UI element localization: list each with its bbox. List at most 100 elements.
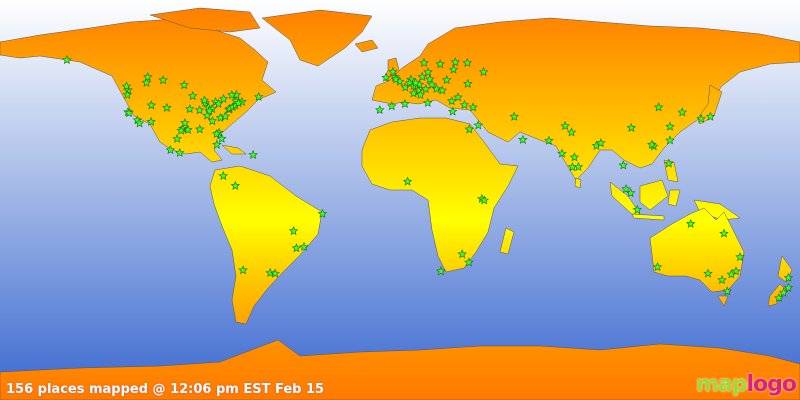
star-icon[interactable] bbox=[207, 116, 218, 126]
star-icon[interactable] bbox=[478, 67, 489, 77]
star-icon[interactable] bbox=[122, 89, 133, 99]
star-icon[interactable] bbox=[375, 105, 385, 115]
star-icon[interactable] bbox=[518, 134, 528, 144]
star-icon[interactable] bbox=[388, 66, 398, 76]
star-icon[interactable] bbox=[783, 272, 794, 282]
star-icon[interactable] bbox=[146, 100, 157, 110]
star-icon[interactable] bbox=[124, 108, 134, 118]
star-icon[interactable] bbox=[183, 124, 193, 134]
star-icon[interactable] bbox=[202, 110, 212, 120]
star-icon[interactable] bbox=[253, 91, 264, 101]
star-icon[interactable] bbox=[705, 111, 716, 121]
star-icon[interactable] bbox=[735, 252, 745, 262]
star-icon[interactable] bbox=[410, 77, 421, 87]
star-icon[interactable] bbox=[596, 138, 606, 148]
star-icon[interactable] bbox=[783, 282, 794, 292]
star-icon[interactable] bbox=[778, 287, 789, 297]
star-icon[interactable] bbox=[141, 77, 152, 87]
star-icon[interactable] bbox=[566, 127, 577, 137]
star-icon[interactable] bbox=[162, 102, 172, 112]
star-icon[interactable] bbox=[447, 106, 458, 116]
star-icon[interactable] bbox=[453, 92, 463, 102]
star-icon[interactable] bbox=[652, 262, 663, 272]
star-icon[interactable] bbox=[425, 74, 435, 84]
star-icon[interactable] bbox=[421, 84, 431, 94]
star-icon[interactable] bbox=[146, 116, 156, 126]
star-icon[interactable] bbox=[185, 104, 195, 114]
star-icon[interactable] bbox=[573, 161, 584, 171]
star-icon[interactable] bbox=[121, 81, 132, 91]
star-icon[interactable] bbox=[473, 120, 483, 130]
star-icon[interactable] bbox=[464, 257, 474, 267]
star-icon[interactable] bbox=[703, 268, 713, 278]
star-icon[interactable] bbox=[665, 121, 675, 131]
star-icon[interactable] bbox=[569, 152, 580, 162]
star-icon[interactable] bbox=[457, 249, 467, 259]
star-icon[interactable] bbox=[423, 67, 433, 77]
star-icon[interactable] bbox=[270, 268, 280, 278]
star-icon[interactable] bbox=[722, 286, 733, 296]
star-icon[interactable] bbox=[560, 121, 570, 131]
star-icon[interactable] bbox=[653, 102, 664, 112]
star-icon[interactable] bbox=[176, 125, 186, 135]
star-icon[interactable] bbox=[774, 293, 784, 303]
star-icon[interactable] bbox=[238, 265, 248, 275]
star-icon[interactable] bbox=[621, 184, 631, 194]
star-icon[interactable] bbox=[685, 218, 696, 228]
star-icon[interactable] bbox=[211, 129, 222, 139]
star-icon[interactable] bbox=[626, 122, 637, 132]
star-icon[interactable] bbox=[464, 124, 475, 134]
star-icon[interactable] bbox=[391, 74, 401, 84]
star-icon[interactable] bbox=[165, 145, 176, 155]
star-icon[interactable] bbox=[291, 243, 302, 253]
star-icon[interactable] bbox=[415, 89, 426, 99]
star-icon[interactable] bbox=[618, 160, 629, 170]
star-icon[interactable] bbox=[408, 88, 419, 98]
star-icon[interactable] bbox=[199, 95, 210, 105]
star-icon[interactable] bbox=[437, 85, 447, 95]
star-icon[interactable] bbox=[248, 149, 258, 159]
star-icon[interactable] bbox=[218, 171, 229, 181]
star-icon[interactable] bbox=[317, 208, 328, 218]
star-icon[interactable] bbox=[230, 180, 241, 190]
star-icon[interactable] bbox=[719, 228, 729, 238]
star-icon[interactable] bbox=[158, 75, 168, 85]
star-icon[interactable] bbox=[288, 226, 299, 236]
star-icon[interactable] bbox=[557, 148, 567, 158]
star-icon[interactable] bbox=[227, 90, 237, 100]
star-icon[interactable] bbox=[468, 102, 478, 112]
star-icon[interactable] bbox=[400, 99, 410, 109]
star-icon[interactable] bbox=[172, 133, 182, 143]
star-icon[interactable] bbox=[180, 118, 190, 128]
star-icon[interactable] bbox=[143, 72, 153, 82]
star-icon[interactable] bbox=[459, 99, 470, 109]
star-icon[interactable] bbox=[450, 57, 461, 67]
maplogo-logo[interactable]: maplogo bbox=[696, 372, 797, 397]
star-icon[interactable] bbox=[195, 124, 205, 134]
star-icon[interactable] bbox=[447, 96, 457, 106]
star-icon[interactable] bbox=[647, 139, 657, 149]
star-icon[interactable] bbox=[726, 269, 737, 279]
star-icon[interactable] bbox=[435, 59, 445, 69]
star-icon[interactable] bbox=[381, 72, 391, 82]
star-icon[interactable] bbox=[204, 105, 215, 115]
star-icon[interactable] bbox=[509, 111, 519, 121]
star-icon[interactable] bbox=[717, 275, 727, 285]
star-icon[interactable] bbox=[664, 158, 674, 168]
star-icon[interactable] bbox=[436, 266, 446, 276]
star-icon[interactable] bbox=[632, 204, 643, 214]
star-icon[interactable] bbox=[220, 111, 231, 121]
star-icon[interactable] bbox=[677, 107, 687, 117]
star-icon[interactable] bbox=[665, 135, 675, 145]
star-icon[interactable] bbox=[212, 139, 222, 149]
star-icon[interactable] bbox=[402, 176, 413, 186]
star-icon[interactable] bbox=[387, 101, 397, 111]
star-icon[interactable] bbox=[134, 118, 145, 128]
star-icon[interactable] bbox=[218, 93, 229, 103]
star-icon[interactable] bbox=[423, 97, 433, 107]
star-icon[interactable] bbox=[427, 79, 437, 89]
star-icon[interactable] bbox=[696, 113, 706, 123]
star-icon[interactable] bbox=[299, 241, 309, 251]
star-icon[interactable] bbox=[233, 98, 244, 108]
